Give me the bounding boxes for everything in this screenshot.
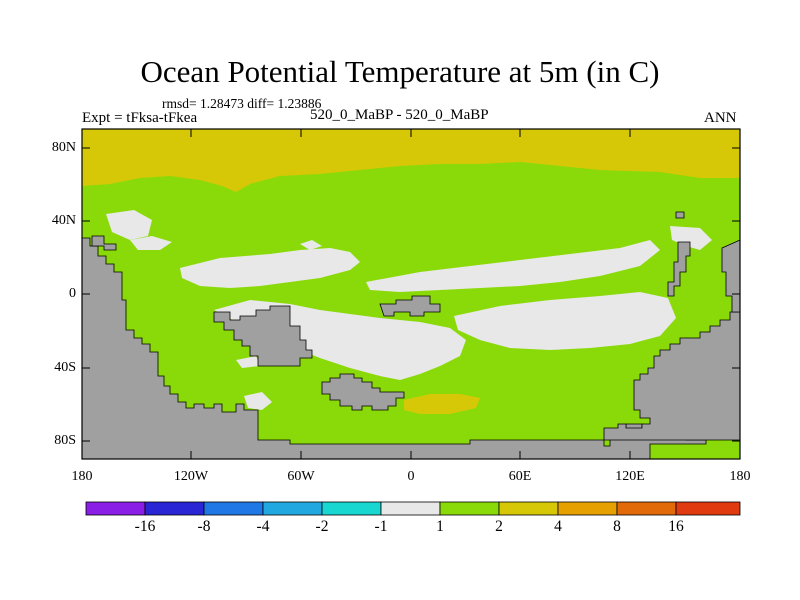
map-title: Ocean Potential Temperature at 5m (in C) (140, 54, 660, 89)
y-tick-label: 80S (54, 433, 76, 448)
colorbar-label: -1 (374, 518, 388, 535)
stats-label: rmsd= 1.28473 diff= 1.23886 (162, 96, 322, 111)
colorbar-label: 4 (554, 518, 562, 535)
colorbar-box-8 (557, 501, 618, 516)
colorbar (85, 501, 741, 516)
eastern-continent (603, 240, 741, 459)
equatorial-island (379, 295, 441, 317)
x-tick-label: 60W (287, 469, 315, 484)
colorbar-box-2 (203, 501, 264, 516)
colorbar-label: 16 (668, 518, 684, 535)
map-panel (81, 128, 741, 460)
colorbar-box-4 (321, 501, 382, 516)
colorbar-label: -16 (134, 518, 156, 535)
colorbar-box-3 (262, 501, 323, 516)
x-tick-label: 180 (729, 469, 751, 484)
colorbar-label: -8 (197, 518, 211, 535)
x-tick-label: 180 (71, 469, 93, 484)
north-islet (675, 211, 685, 219)
colorbar-box-6 (439, 501, 500, 516)
colorbar-box-7 (498, 501, 559, 516)
north-stub (91, 235, 117, 251)
y-tick-label: 40S (54, 360, 76, 375)
colorbar-box-5 (380, 501, 441, 516)
colorbar-label: 8 (613, 518, 621, 535)
colorbar-label: -4 (256, 518, 270, 535)
colorbar-box-0 (85, 501, 146, 516)
colorbar-box-9 (616, 501, 677, 516)
central-landmass (213, 305, 313, 367)
y-tick-label: 40N (51, 213, 76, 228)
east-island-chain (667, 241, 691, 297)
y-tick-label: 80N (51, 140, 76, 155)
southern-warm-patch (404, 394, 480, 414)
colorbar-label: -2 (315, 518, 329, 535)
experiment-label: Expt = tFksa-tFkea (82, 110, 198, 126)
x-tick-label: 60E (508, 469, 532, 484)
colorbar-label: 1 (436, 518, 444, 535)
land-masses (81, 211, 741, 460)
season-label: ANN (704, 110, 737, 126)
case-label: 520_0_MaBP - 520_0_MaBP (310, 107, 489, 123)
arctic-warm-band (82, 129, 740, 192)
colorbar-box-1 (144, 501, 205, 516)
x-tick-label: 0 (407, 469, 415, 484)
colorbar-label: 2 (495, 518, 503, 535)
axis-ticks (82, 129, 740, 459)
southern-island (321, 373, 405, 411)
y-tick-label: 0 (69, 286, 76, 301)
x-tick-label: 120W (173, 469, 209, 484)
colorbar-box-10 (675, 501, 741, 516)
near-zero-patches (106, 210, 740, 410)
x-tick-label: 120E (615, 469, 645, 484)
